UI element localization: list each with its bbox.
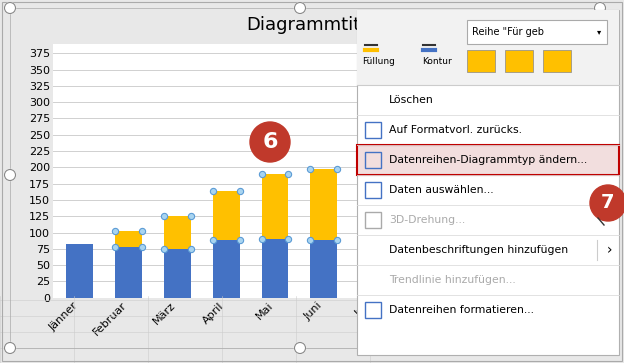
Bar — [357, 145, 619, 175]
Circle shape — [590, 185, 624, 221]
Bar — [359, 72, 386, 234]
Circle shape — [4, 3, 16, 13]
Text: Reihe "Für geb: Reihe "Für geb — [472, 27, 544, 37]
Bar — [261, 174, 288, 239]
Text: Diagrammtitel: Diagrammtitel — [246, 16, 378, 34]
Bar — [467, 20, 607, 44]
Circle shape — [4, 170, 16, 180]
Circle shape — [295, 343, 306, 354]
Text: 6: 6 — [262, 132, 278, 152]
Text: Trendlinie hinzufügen...: Trendlinie hinzufügen... — [389, 275, 516, 285]
Text: Löschen: Löschen — [389, 95, 434, 105]
Text: Daten auswählen...: Daten auswählen... — [389, 185, 494, 195]
Bar — [467, 50, 495, 72]
Bar — [213, 240, 240, 298]
Bar — [365, 152, 381, 168]
Bar — [310, 169, 337, 240]
Text: Kontur: Kontur — [422, 57, 452, 66]
Text: ▾: ▾ — [597, 28, 601, 37]
Circle shape — [250, 122, 290, 162]
Bar — [310, 240, 337, 298]
Bar — [261, 239, 288, 298]
Bar — [357, 10, 619, 85]
Text: 3D-Drehung...: 3D-Drehung... — [389, 215, 466, 225]
Bar — [365, 302, 381, 318]
Bar — [505, 50, 533, 72]
Bar — [115, 247, 142, 298]
Text: 7: 7 — [602, 193, 615, 212]
Circle shape — [595, 3, 605, 13]
Circle shape — [295, 3, 306, 13]
Bar — [164, 249, 191, 298]
Bar — [357, 10, 619, 355]
Text: ›: › — [607, 243, 612, 257]
Bar — [115, 231, 142, 247]
Text: Datenbeschriftungen hinzufügen: Datenbeschriftungen hinzufügen — [389, 245, 568, 255]
Bar — [365, 182, 381, 198]
Bar — [543, 50, 571, 72]
Bar — [164, 216, 191, 249]
Circle shape — [595, 170, 605, 180]
Bar — [359, 234, 386, 298]
Bar — [213, 191, 240, 240]
Circle shape — [595, 343, 605, 354]
Text: Datenreihen formatieren...: Datenreihen formatieren... — [389, 305, 534, 315]
Text: Auf Formatvorl. zurücks.: Auf Formatvorl. zurücks. — [389, 125, 522, 135]
Circle shape — [4, 343, 16, 354]
Text: Füllung: Füllung — [363, 57, 396, 66]
Text: Datenreihen-Diagrammtyp ändern...: Datenreihen-Diagrammtyp ändern... — [389, 155, 587, 165]
Bar — [359, 72, 386, 234]
Bar — [66, 244, 93, 298]
Bar — [365, 122, 381, 138]
Bar — [365, 212, 381, 228]
